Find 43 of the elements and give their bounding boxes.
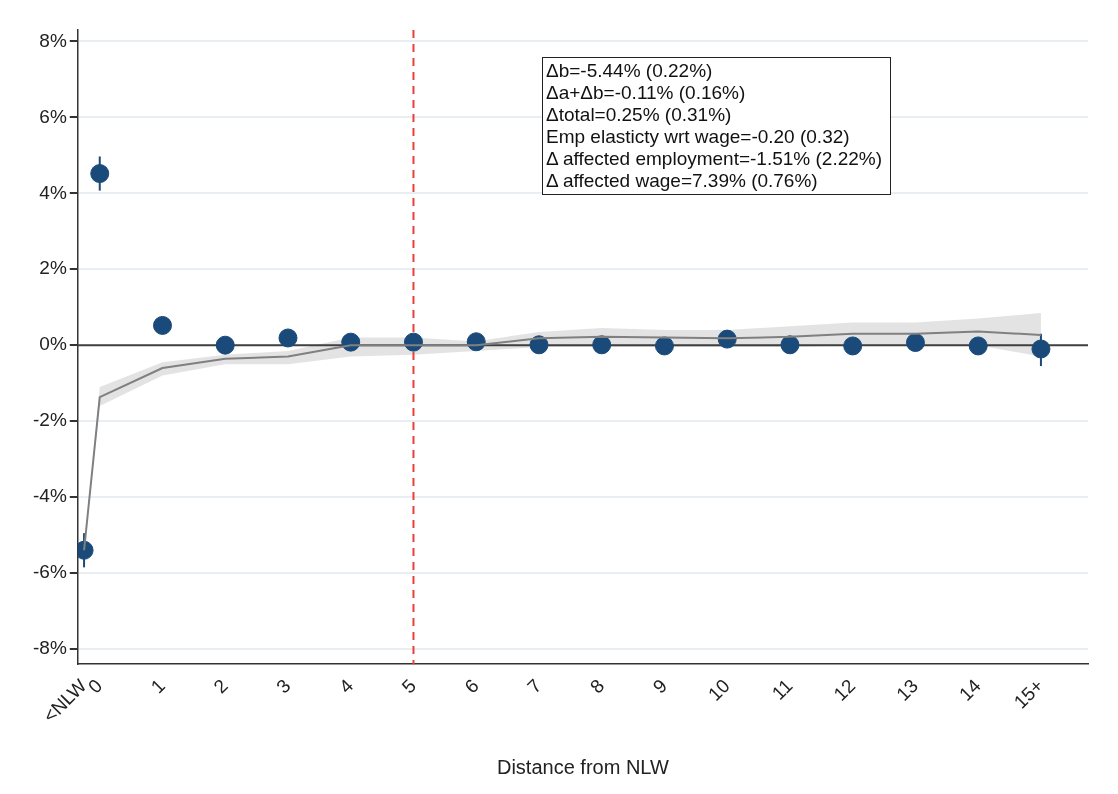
point bbox=[215, 335, 235, 355]
x-tick-label: 6 bbox=[460, 674, 483, 698]
point bbox=[529, 335, 549, 355]
y-tick-label: 4% bbox=[39, 181, 67, 203]
x-tick-label: 11 bbox=[767, 674, 797, 704]
x-tick-label: 3 bbox=[272, 674, 295, 698]
y-tick-label: -6% bbox=[32, 561, 67, 583]
x-tick-label: 8 bbox=[585, 674, 609, 698]
x-tick-label: 14 bbox=[954, 674, 986, 705]
x-tick-label: 7 bbox=[523, 674, 546, 698]
point bbox=[1031, 339, 1051, 359]
y-tick-label: -4% bbox=[32, 485, 67, 507]
x-tick-label: 2 bbox=[209, 674, 232, 698]
point bbox=[654, 336, 674, 356]
y-tick-label: 8% bbox=[39, 29, 67, 51]
annotation: Δa+Δb=-0.11% (0.16%) bbox=[546, 82, 747, 104]
annotation: Δ affected employment=-1.51% (2.22%) bbox=[546, 148, 883, 170]
point bbox=[780, 335, 800, 355]
x-tick-label: 13 bbox=[892, 674, 922, 705]
point bbox=[153, 315, 172, 335]
point bbox=[90, 164, 110, 184]
annotation: Δtotal=0.25% (0.31%) bbox=[546, 104, 733, 126]
point bbox=[905, 333, 925, 353]
y-tick-label: 2% bbox=[39, 257, 67, 279]
y-tick-label: -8% bbox=[32, 637, 67, 659]
x-tick-label: 12 bbox=[829, 674, 860, 705]
y-tick-label: -2% bbox=[32, 409, 67, 431]
annotation: Δ affected wage=7.39% (0.76%) bbox=[546, 170, 819, 192]
annotation: Δb=-5.44% (0.22%) bbox=[546, 60, 714, 82]
x-tick-label: 5 bbox=[397, 674, 421, 698]
x-tick-label: 1 bbox=[146, 674, 170, 698]
x-tick-label: 9 bbox=[648, 674, 671, 698]
x-axis-title: Distance from NLW bbox=[496, 755, 669, 778]
point bbox=[843, 336, 863, 356]
y-tick-label: 0% bbox=[39, 333, 67, 355]
point bbox=[278, 328, 298, 348]
point bbox=[592, 335, 612, 355]
x-tick-label: 4 bbox=[334, 674, 358, 698]
point bbox=[968, 336, 988, 356]
annotation: Emp elasticty wrt wage=-0.20 (0.32) bbox=[546, 126, 851, 148]
y-tick-label: 6% bbox=[39, 105, 67, 127]
x-tick-label: 15+ bbox=[1009, 674, 1048, 713]
x-tick-label: 10 bbox=[703, 674, 734, 705]
